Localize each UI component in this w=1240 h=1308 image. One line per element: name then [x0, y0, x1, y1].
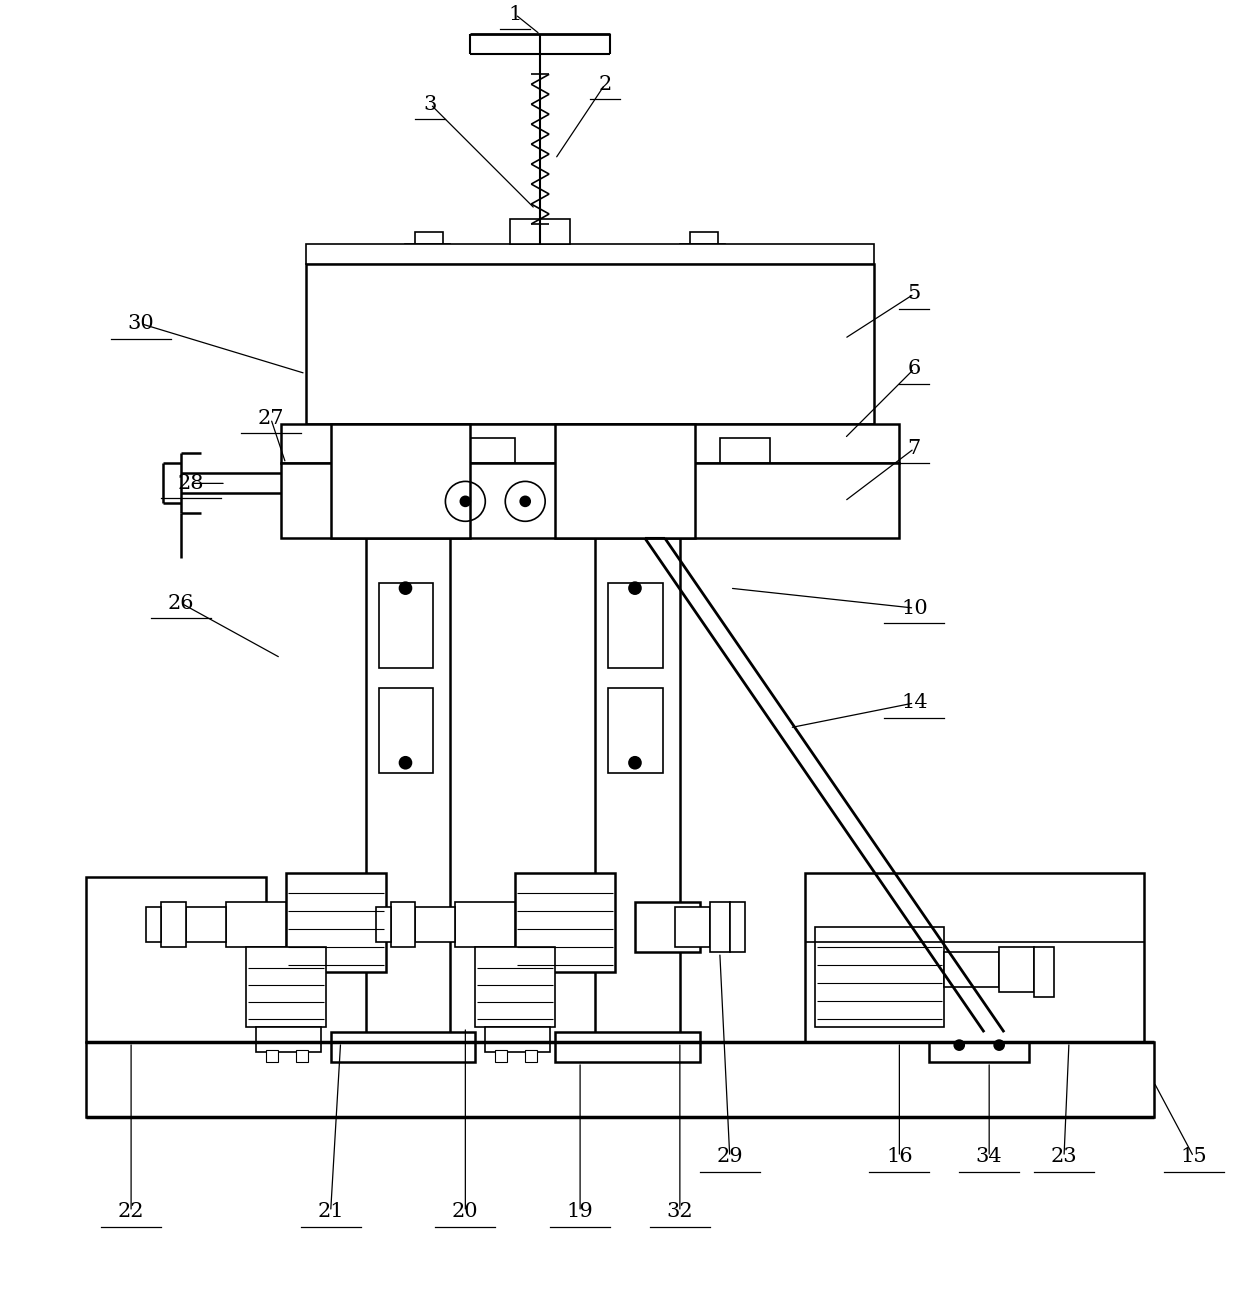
Text: 20: 20: [453, 1202, 479, 1222]
Bar: [366, 523, 450, 1042]
Text: 27: 27: [258, 409, 284, 428]
Bar: [620, 438, 670, 463]
Bar: [719, 438, 770, 463]
Bar: [280, 463, 899, 539]
Bar: [391, 903, 415, 947]
Bar: [999, 947, 1034, 993]
Bar: [709, 903, 730, 952]
Bar: [608, 583, 663, 668]
Bar: [556, 424, 694, 539]
Text: 16: 16: [887, 1147, 913, 1167]
Text: 19: 19: [567, 1202, 594, 1222]
Text: 22: 22: [118, 1202, 144, 1222]
Circle shape: [629, 582, 641, 594]
Bar: [680, 243, 724, 264]
Text: 1: 1: [508, 5, 522, 24]
Text: 10: 10: [901, 599, 928, 617]
Bar: [526, 1050, 537, 1062]
Circle shape: [955, 1040, 965, 1050]
Bar: [378, 688, 434, 773]
Bar: [608, 688, 663, 773]
Bar: [595, 523, 680, 1042]
Bar: [730, 903, 745, 952]
Bar: [455, 903, 516, 947]
Bar: [246, 947, 326, 1027]
Bar: [510, 218, 570, 243]
Circle shape: [399, 757, 412, 769]
Text: 21: 21: [317, 1202, 343, 1222]
Bar: [161, 903, 186, 947]
Text: 30: 30: [128, 314, 155, 334]
Text: 2: 2: [599, 75, 611, 94]
Text: 26: 26: [167, 594, 195, 612]
Bar: [255, 1027, 321, 1052]
Bar: [376, 908, 391, 942]
Bar: [689, 232, 718, 243]
Bar: [146, 908, 161, 942]
Bar: [929, 1027, 1029, 1062]
Text: 3: 3: [424, 94, 438, 114]
Circle shape: [521, 496, 531, 506]
Bar: [87, 1042, 1153, 1117]
Bar: [405, 243, 450, 264]
Bar: [675, 908, 709, 947]
Text: 34: 34: [976, 1147, 1002, 1167]
Circle shape: [629, 757, 641, 769]
Bar: [295, 1050, 308, 1062]
Circle shape: [994, 1040, 1004, 1050]
Text: 28: 28: [177, 473, 205, 493]
Circle shape: [399, 582, 412, 594]
Bar: [285, 872, 386, 972]
Bar: [265, 1050, 278, 1062]
Bar: [226, 903, 285, 947]
Bar: [331, 424, 470, 539]
Bar: [516, 872, 615, 972]
Bar: [465, 438, 516, 463]
Bar: [371, 438, 420, 463]
Bar: [186, 908, 226, 942]
Text: 23: 23: [1050, 1147, 1078, 1167]
Text: 32: 32: [667, 1202, 693, 1222]
Bar: [415, 232, 444, 243]
Bar: [331, 1032, 475, 1062]
Bar: [378, 583, 434, 668]
Bar: [306, 243, 874, 264]
Bar: [495, 1050, 507, 1062]
Text: 15: 15: [1180, 1147, 1207, 1167]
Bar: [945, 952, 999, 988]
Text: 14: 14: [901, 693, 928, 713]
Bar: [306, 264, 874, 424]
Bar: [87, 878, 265, 1042]
Bar: [280, 424, 899, 463]
Bar: [815, 927, 945, 1027]
Bar: [415, 908, 455, 942]
Text: 6: 6: [908, 360, 921, 378]
Bar: [485, 1027, 551, 1052]
Bar: [556, 1032, 699, 1062]
Bar: [805, 872, 1143, 1042]
Bar: [1034, 947, 1054, 997]
Text: 7: 7: [908, 439, 921, 458]
Bar: [475, 947, 556, 1027]
Text: 29: 29: [717, 1147, 743, 1167]
Circle shape: [460, 496, 470, 506]
Text: 5: 5: [908, 284, 921, 303]
Bar: [635, 903, 699, 952]
